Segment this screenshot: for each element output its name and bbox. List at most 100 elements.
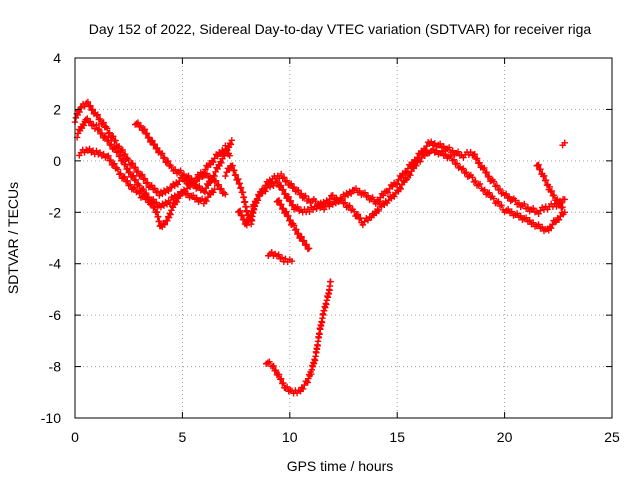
data-point — [138, 186, 146, 193]
x-tick-label: 10 — [282, 429, 298, 445]
data-point — [289, 184, 296, 192]
data-point — [142, 130, 150, 138]
data-point — [164, 157, 172, 165]
data-point — [106, 129, 113, 136]
data-point — [128, 160, 135, 168]
data-point — [125, 156, 132, 164]
data-point — [279, 205, 286, 213]
data-point — [84, 115, 91, 122]
grid-lines — [75, 58, 612, 418]
data-point — [160, 202, 168, 209]
data-point — [149, 137, 156, 144]
data-point — [299, 385, 307, 393]
data-point — [248, 207, 256, 215]
data-point — [344, 191, 352, 199]
data-point — [210, 189, 217, 196]
data-point — [364, 192, 372, 199]
data-point — [473, 155, 481, 162]
y-tick-label: -8 — [49, 359, 62, 375]
data-point — [98, 129, 106, 137]
data-point — [417, 158, 424, 165]
data-point — [111, 160, 118, 167]
data-point — [338, 195, 345, 203]
data-series-track-h — [265, 248, 296, 266]
data-point — [275, 197, 283, 204]
data-point — [130, 164, 138, 172]
data-point — [561, 139, 568, 147]
data-series-track-c — [76, 145, 229, 231]
data-point — [540, 172, 548, 180]
data-point — [254, 197, 262, 204]
data-point — [276, 183, 284, 190]
data-point — [152, 145, 160, 153]
data-point — [305, 245, 313, 252]
data-point — [270, 182, 277, 189]
data-point — [535, 221, 542, 228]
data-point — [110, 145, 118, 152]
data-point — [141, 126, 149, 133]
data-point — [298, 233, 305, 240]
data-point — [107, 156, 114, 164]
data-point — [167, 211, 174, 218]
data-point — [231, 167, 238, 174]
data-point — [538, 223, 546, 231]
data-series-track-d — [131, 119, 233, 186]
x-axis-label: GPS time / hours — [287, 458, 394, 474]
data-point — [280, 205, 287, 212]
data-point — [440, 143, 447, 150]
data-point — [476, 180, 484, 188]
data-point — [126, 168, 134, 176]
data-point — [463, 169, 470, 176]
data-point — [548, 187, 556, 195]
data-point — [165, 187, 172, 195]
data-point — [137, 122, 145, 130]
data-point — [355, 215, 363, 223]
data-point — [151, 185, 158, 192]
data-point — [559, 203, 566, 211]
data-point — [321, 200, 329, 208]
data-point — [450, 156, 458, 163]
data-series-track-g — [273, 197, 313, 253]
data-point — [268, 248, 275, 256]
data-point — [168, 184, 175, 191]
data-point — [93, 147, 100, 155]
data-point — [471, 151, 478, 158]
data-point — [115, 143, 123, 150]
data-point — [302, 192, 309, 200]
data-point — [485, 173, 493, 180]
data-point — [137, 172, 144, 179]
data-point — [201, 189, 209, 196]
data-point — [357, 214, 364, 222]
data-point — [481, 186, 488, 194]
data-point — [554, 196, 561, 203]
data-point — [517, 212, 524, 220]
data-point — [279, 187, 286, 194]
data-point — [223, 146, 231, 153]
data-point — [351, 208, 358, 215]
data-point — [496, 185, 504, 193]
data-point — [522, 214, 530, 221]
data-point — [130, 172, 137, 179]
data-point — [364, 217, 372, 224]
data-point — [121, 173, 128, 181]
data-point — [288, 257, 296, 265]
data-point — [278, 375, 285, 382]
data-point — [413, 162, 420, 170]
data-point — [77, 104, 84, 112]
data-point — [140, 176, 147, 183]
data-point — [104, 125, 111, 132]
data-point — [356, 187, 363, 195]
x-tick-label: 0 — [71, 429, 79, 445]
data-point — [262, 188, 269, 195]
data-point — [84, 98, 92, 106]
axis-ticks — [74, 57, 613, 419]
data-point — [391, 193, 398, 200]
data-point — [112, 144, 119, 151]
data-point — [240, 216, 248, 223]
data-point — [97, 130, 104, 137]
data-point — [236, 180, 243, 187]
data-point — [113, 149, 120, 156]
data-point — [88, 107, 95, 114]
data-point — [274, 179, 282, 186]
